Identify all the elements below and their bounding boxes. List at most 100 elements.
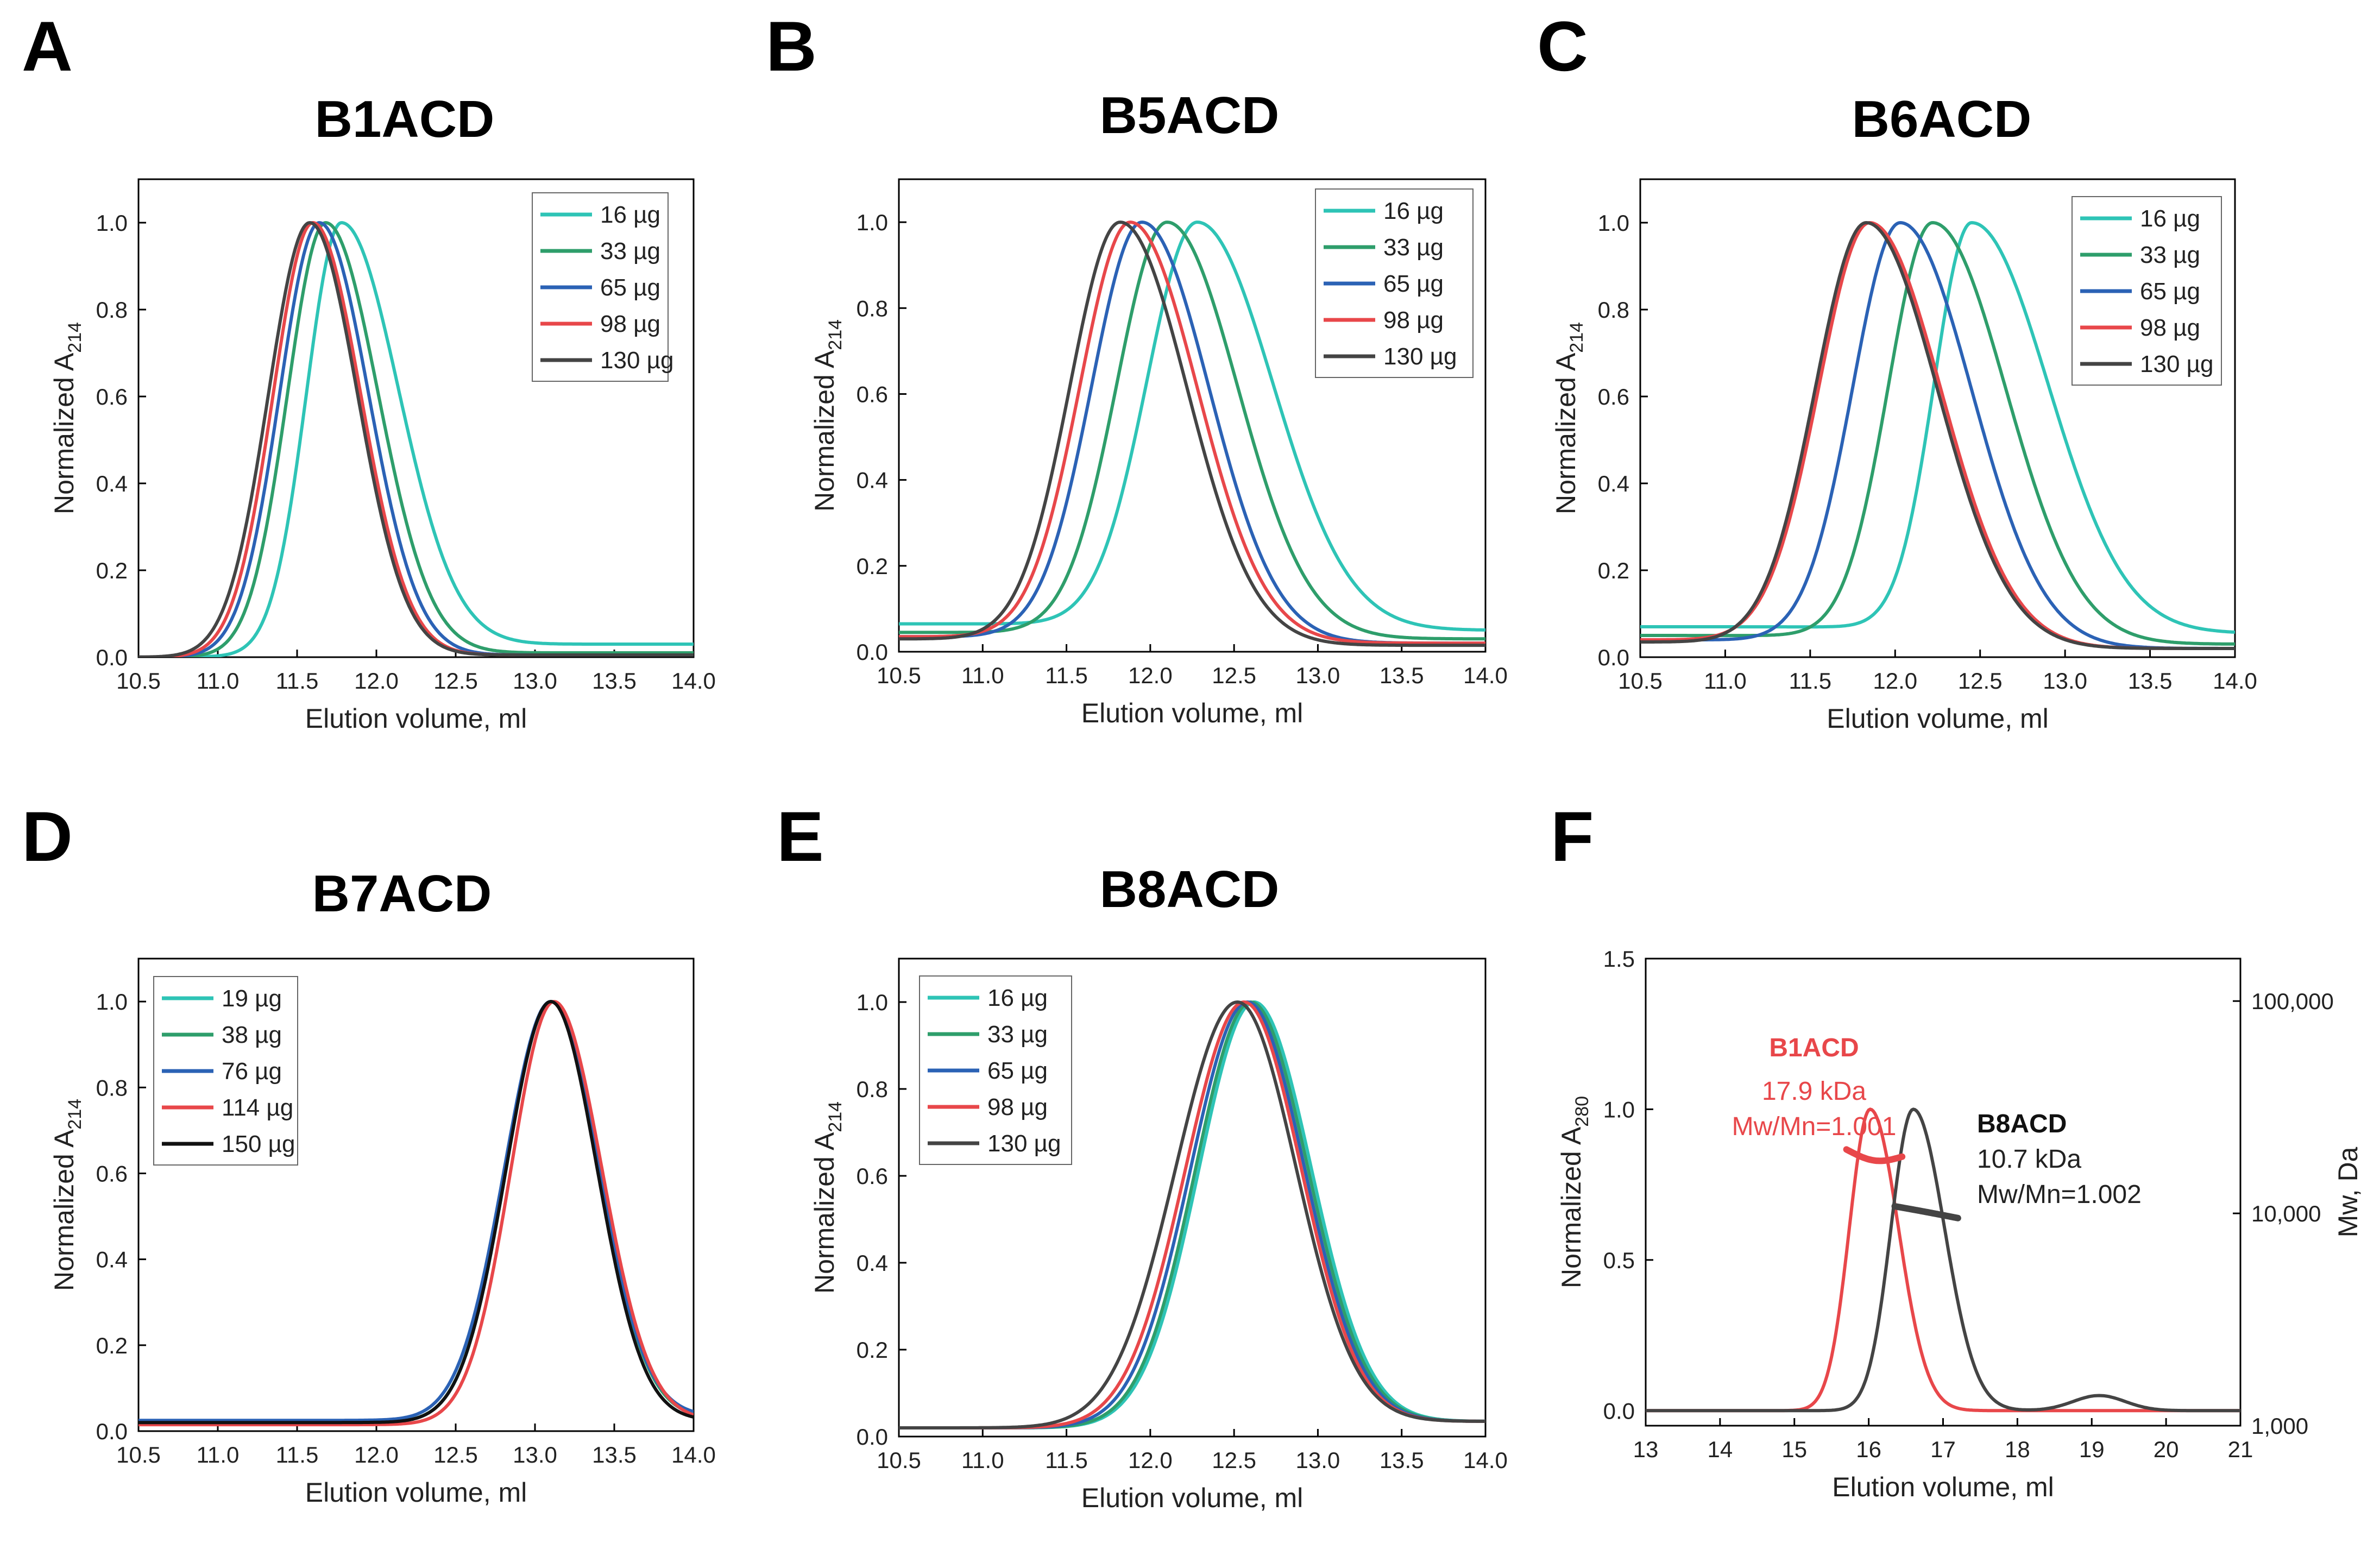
legend-label: 65 µg [1383, 270, 1444, 297]
series-line [1646, 1107, 2240, 1413]
x-tick-label: 12.5 [1958, 668, 2003, 694]
legend-label: 65 µg [2140, 278, 2200, 305]
x-tick-label: 13.5 [2128, 668, 2173, 694]
x-tick-label: 11.5 [1045, 1447, 1088, 1473]
panel-b: B B5ACD 10.5 11.0 11.5 12.0 12.5 13.0 13.5 14.0 0.… [766, 7, 1508, 728]
y-tick-label: 0.4 [1598, 471, 1629, 496]
x-tick-label: 13.0 [513, 1442, 557, 1468]
y-tick-label: 0.6 [857, 381, 888, 407]
x-tick-label: 14.0 [2213, 668, 2257, 694]
series-line [138, 221, 694, 657]
y-tick-label: 1.0 [1598, 210, 1629, 236]
x-tick-label: 13.0 [513, 668, 557, 694]
series-line [1640, 221, 2235, 634]
x-tick-label: 10.5 [1618, 668, 1663, 694]
y-tick-label: 0.6 [96, 1161, 128, 1186]
x-axis-label: Elution volume, ml [1081, 698, 1304, 728]
legend-label: 150 µg [222, 1131, 295, 1157]
legend: 16 µg 33 µg 65 µg 98 µg 130 µg [2072, 196, 2222, 386]
y-tick-label: 0.0 [96, 1419, 128, 1444]
x-tick-label: 13.5 [592, 1442, 637, 1468]
legend: 16 µg 33 µg 65 µg 98 µg 130 µg [919, 975, 1072, 1165]
x-tick-label: 14 [1708, 1437, 1733, 1462]
legend-label: 16 µg [2140, 205, 2200, 232]
panel-d: D B7ACD 10.5 11.0 11.5 12.0 12.5 13.0 13.5 14.0 0.… [22, 797, 716, 1508]
y-tick-label: 0.2 [96, 558, 128, 583]
panel-letter: F [1551, 797, 1594, 876]
panel-c: C B6ACD 10.5 11.0 11.5 12.0 12.5 13.0 13.5 14.0 0.… [1537, 7, 2257, 734]
y-tick-label: 0.2 [96, 1333, 128, 1358]
legend-label: 38 µg [222, 1022, 282, 1048]
mw-trace [1843, 1146, 1906, 1164]
legend-label: 130 µg [1383, 343, 1457, 370]
x-tick-label: 12.5 [1212, 1447, 1256, 1473]
y-axis-label-sub: 214 [1566, 322, 1587, 353]
annotation: B1ACD [1769, 1034, 1859, 1062]
x-tick-label: 12.0 [1128, 663, 1173, 688]
x-tick-label: 19 [2079, 1437, 2105, 1462]
x-tick-label: 13.0 [2043, 668, 2087, 694]
series-line [899, 221, 1485, 647]
x-axis-label: Elution volume, ml [305, 1477, 527, 1508]
x-axis-label: Elution volume, ml [305, 703, 527, 734]
legend-label: 16 µg [1383, 198, 1444, 224]
x-tick-label: 15 [1781, 1437, 1807, 1462]
x-tick-label: 12.5 [433, 668, 478, 694]
panel-title: B8ACD [1100, 860, 1280, 918]
y-axis-label: Normalized A214 [809, 1101, 846, 1294]
y-tick-label: 0.6 [1598, 384, 1629, 410]
y-tick-label: 1.0 [96, 210, 128, 236]
x-tick-label: 12.5 [433, 1442, 478, 1468]
y-axis-label-sub: 214 [65, 1099, 85, 1130]
panel-e: E B8ACD 10.5 11.0 11.5 12.0 12.5 13.0 13.5 14.0 0.… [777, 797, 1508, 1513]
y2-axis-label: Mw, Da [2333, 1147, 2363, 1237]
legend-label: 33 µg [600, 238, 660, 264]
x-tick-label: 10.5 [877, 1447, 921, 1473]
legend-label: 98 µg [2140, 314, 2200, 341]
y-axis-label: Normalized A214 [1551, 322, 1587, 514]
legend-label: 65 µg [600, 274, 660, 301]
series-line [899, 221, 1485, 645]
series-line [138, 1000, 694, 1427]
annotation: Mw/Mn=1.002 [1977, 1180, 2142, 1209]
y-tick-label: 0.4 [96, 1247, 128, 1273]
y-axis-label-sub: 214 [825, 319, 846, 350]
annotation: 10.7 kDa [1977, 1145, 2081, 1174]
series-line [1646, 1107, 2240, 1413]
y-tick-label: 0.0 [857, 1424, 888, 1450]
legend-label: 130 µg [2140, 351, 2213, 377]
y-tick-label: 0.8 [857, 1076, 888, 1102]
y-tick-label: 1.0 [96, 989, 128, 1015]
x-tick-label: 10.5 [116, 668, 161, 694]
y-axis-label-sub: 280 [1572, 1096, 1592, 1127]
panel-a: A B1ACD 10.5 11.0 11.5 12.0 12.5 13.0 13.5 14.0 0.… [22, 7, 716, 734]
x-tick-label: 18 [2005, 1437, 2030, 1462]
y-tick-label: 0.2 [857, 1337, 888, 1363]
panel-letter: A [22, 7, 73, 86]
y-tick-label: 0.5 [1603, 1248, 1635, 1273]
panel-title: B5ACD [1100, 86, 1280, 144]
x-tick-label: 13.5 [592, 668, 637, 694]
legend-label: 16 µg [987, 985, 1048, 1011]
plot-frame [1645, 958, 2242, 1427]
x-tick-label: 13.0 [1296, 663, 1340, 688]
plot-frame [137, 178, 695, 658]
mw-trace [1891, 1203, 1961, 1221]
y-tick-label: 1.5 [1603, 946, 1635, 972]
x-tick-label: 12.0 [354, 1442, 399, 1468]
plot-frame [137, 958, 695, 1432]
x-tick-label: 13 [1633, 1437, 1659, 1462]
y-axis-label-main: Normalized A [1551, 352, 1581, 514]
plot-frame [898, 178, 1487, 653]
y-axis-label-main: Normalized A [809, 1132, 840, 1294]
y2-tick-label: 1,000 [2251, 1413, 2308, 1439]
annotation: Mw/Mn=1.001 [1732, 1112, 1897, 1141]
x-tick-label: 11.0 [197, 668, 240, 694]
y-axis-label: Normalized A214 [49, 1099, 85, 1291]
legend-label: 98 µg [1383, 307, 1444, 333]
y-axis-label-main: Normalized A [809, 350, 840, 512]
legend: 19 µg 38 µg 76 µg 114 µg 150 µg [153, 976, 298, 1166]
series-line [138, 221, 694, 657]
y-tick-label: 0.6 [96, 384, 128, 410]
